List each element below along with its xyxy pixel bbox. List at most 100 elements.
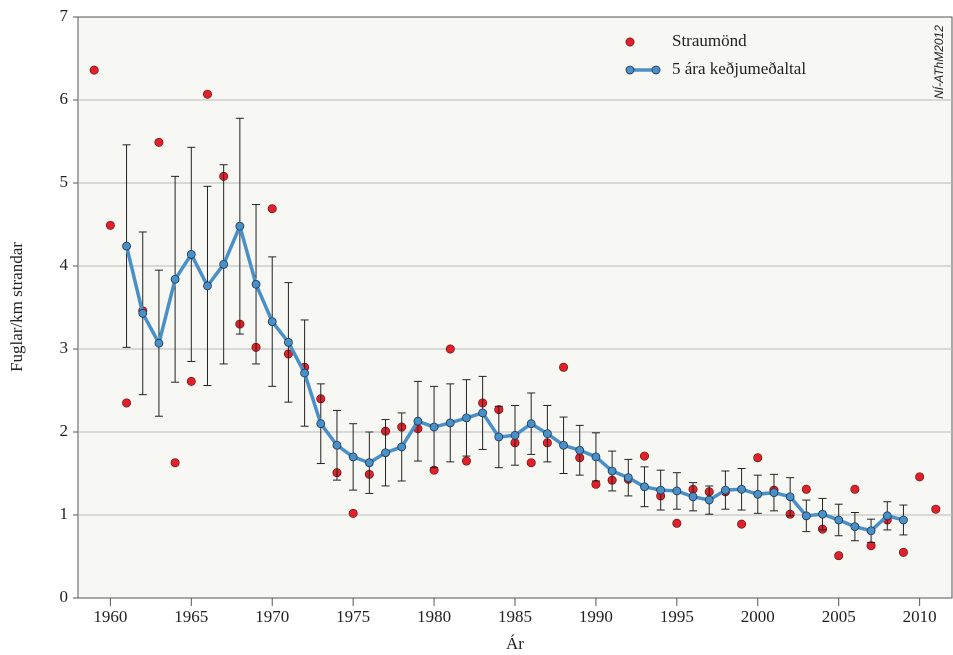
line-point [721, 485, 730, 495]
line-point [332, 440, 342, 450]
x-tick-label: 2005 [822, 607, 856, 626]
line-point [575, 445, 585, 455]
y-tick-label: 3 [60, 338, 69, 357]
scatter-point [801, 484, 811, 494]
line-point [882, 511, 892, 521]
line-point [413, 416, 423, 426]
line-point [818, 509, 827, 519]
line-point [769, 488, 779, 497]
line-point [381, 448, 390, 458]
line-point [899, 515, 908, 525]
x-tick-label: 1980 [417, 607, 451, 626]
line-point [640, 482, 649, 492]
line-point [122, 241, 131, 251]
line-point [866, 526, 876, 536]
line-point [462, 413, 471, 423]
legend-marker [625, 65, 635, 75]
x-tick-label: 1970 [255, 607, 289, 626]
y-tick-label: 4 [60, 255, 69, 274]
scatter-point [898, 547, 908, 557]
line-point [656, 485, 666, 495]
y-tick-label: 5 [60, 172, 69, 191]
line-point [607, 466, 617, 476]
line-point [219, 259, 229, 269]
x-tick-label: 1975 [336, 607, 370, 626]
x-tick-label: 1960 [93, 607, 127, 626]
scatter-point [154, 137, 164, 147]
line-point [364, 458, 374, 468]
y-tick-label: 0 [60, 587, 69, 606]
line-point [267, 317, 277, 327]
scatter-point [915, 472, 925, 482]
x-tick-label: 1985 [498, 607, 532, 626]
line-point [235, 221, 245, 231]
scatter-point [105, 220, 115, 230]
x-tick-label: 2000 [741, 607, 775, 626]
line-point [397, 442, 407, 452]
line-point [526, 419, 536, 429]
line-point [284, 337, 293, 347]
x-tick-label: 2010 [903, 607, 937, 626]
line-point [737, 484, 746, 494]
scatter-point [170, 458, 180, 468]
y-tick-label: 6 [60, 89, 69, 108]
line-point [542, 429, 552, 439]
line-point [478, 408, 488, 418]
scatter-point [850, 484, 860, 494]
scatter-point [834, 551, 844, 561]
line-point [591, 452, 601, 462]
scatter-point [753, 453, 763, 463]
scatter-point [931, 504, 941, 514]
scatter-point [559, 362, 569, 372]
line-point [510, 430, 520, 440]
y-tick-label: 2 [60, 421, 69, 440]
line-point [753, 489, 763, 499]
line-point [850, 522, 860, 532]
x-tick-label: 1995 [660, 607, 694, 626]
scatter-point [461, 456, 471, 466]
line-point [251, 279, 261, 289]
watermark: NÍ-AThM2012 [931, 25, 946, 99]
line-point [154, 338, 164, 348]
scatter-point [186, 376, 196, 386]
y-tick-label: 7 [60, 6, 69, 25]
x-axis-label: Ár [506, 634, 524, 653]
y-tick-label: 1 [60, 504, 69, 523]
line-point [704, 495, 714, 505]
scatter-point [348, 508, 358, 518]
line-point [170, 274, 180, 284]
line-point [203, 281, 212, 291]
scatter-point [122, 398, 132, 408]
legend-marker [625, 37, 635, 47]
line-point [186, 249, 196, 259]
y-axis-label: Fuglar/km strandar [7, 242, 26, 372]
scatter-point [267, 204, 277, 214]
x-tick-label: 1965 [174, 607, 208, 626]
scatter-point [737, 519, 747, 529]
line-point [559, 440, 568, 450]
line-point [138, 308, 148, 318]
scatter-point [89, 65, 99, 75]
scatter-point [445, 344, 455, 354]
scatter-point [639, 451, 649, 461]
line-point [494, 432, 504, 442]
legend-label: Straumönd [672, 31, 747, 50]
line-point [445, 418, 455, 428]
legend-label: 5 ára keðjumeðaltal [672, 59, 806, 78]
scatter-point [526, 458, 536, 468]
line-point [316, 419, 326, 429]
line-point [672, 486, 682, 496]
line-point [348, 452, 358, 462]
line-point [801, 511, 811, 521]
line-point [834, 515, 844, 525]
scatter-point [672, 518, 682, 528]
line-point [688, 492, 698, 502]
line-point [785, 492, 795, 502]
line-point [623, 473, 633, 483]
legend-marker [651, 65, 661, 75]
line-point [300, 368, 309, 378]
scatter-point [202, 89, 212, 99]
x-tick-label: 1990 [579, 607, 613, 626]
line-point [429, 422, 439, 432]
